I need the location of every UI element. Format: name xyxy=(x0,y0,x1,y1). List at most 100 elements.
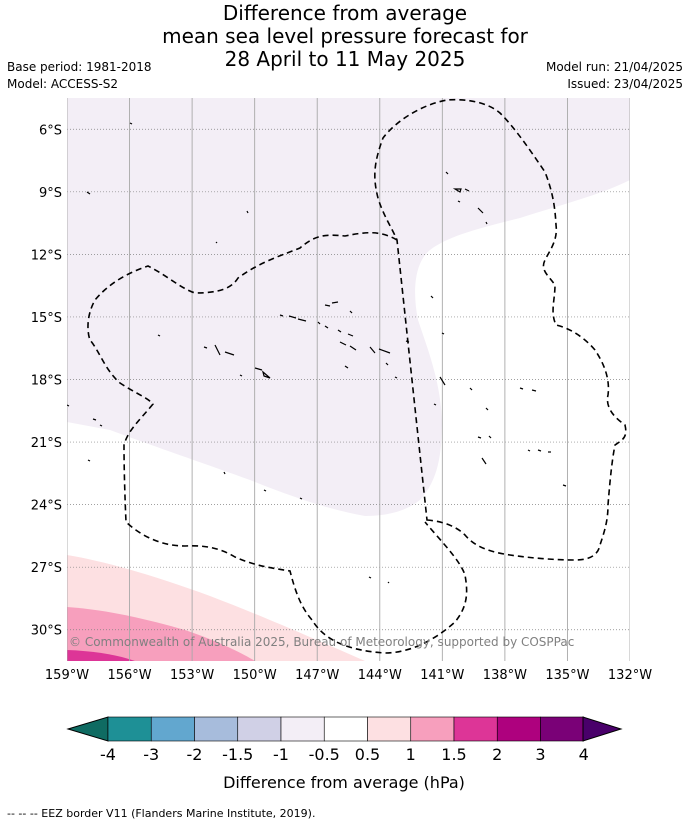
island-shape xyxy=(324,325,329,329)
island-shape xyxy=(531,389,537,392)
colorbar-box xyxy=(280,716,325,742)
title-line-2: mean sea level pressure forecast for xyxy=(162,24,528,48)
island-shape xyxy=(331,301,339,304)
title-line-1: Difference from average xyxy=(222,1,468,25)
island-shape xyxy=(339,341,347,346)
island-shape xyxy=(215,241,218,244)
islands xyxy=(67,122,567,584)
island-shape xyxy=(86,191,91,195)
colorbar-tick-label: 0.5 xyxy=(355,745,380,764)
colorbar-box xyxy=(453,716,498,742)
colorbar-tick-label: 4 xyxy=(579,745,589,764)
latitude-tick-label: 18°S xyxy=(31,374,62,389)
island-shape xyxy=(324,304,331,307)
latitude-tick-label: 24°S xyxy=(31,499,62,514)
island-shape xyxy=(433,403,437,406)
island-shape xyxy=(349,345,357,351)
island-shape xyxy=(469,387,473,391)
colorbar-tick-label: -1.5 xyxy=(222,745,253,764)
longitude-tick-label: 138°W xyxy=(483,668,527,683)
island-shape xyxy=(441,332,445,335)
meta-left: Base period: 1981-2018 Model: ACCESS-S2 xyxy=(7,59,152,93)
latitude-tick-label: 21°S xyxy=(31,436,62,451)
colorbar-title: Difference from average (hPa) xyxy=(223,773,465,792)
map-panel: © Commonwealth of Australia 2025, Bureau… xyxy=(67,98,630,661)
meta-right: Model run: 21/04/2025 Issued: 23/04/2025 xyxy=(546,59,683,93)
longitude-tick-label: 153°W xyxy=(170,668,214,683)
island-shape xyxy=(562,484,567,487)
island-shape xyxy=(99,424,103,427)
longitude-tick-label: 135°W xyxy=(545,668,589,683)
island-shape xyxy=(485,407,489,411)
island-shape xyxy=(317,321,321,325)
latitude-tick-label: 6°S xyxy=(39,123,62,138)
colorbar-tick-label: 2 xyxy=(492,745,502,764)
base-period: Base period: 1981-2018 xyxy=(7,60,152,74)
colorbar: -4 -3 -2 -1.5 -1 -0.5 0.5 1 1.5 2 3 4 Difference fr… xyxy=(66,716,623,792)
island-shape xyxy=(385,362,389,366)
island-shape xyxy=(157,334,161,337)
island-shape xyxy=(297,318,307,322)
island-shape xyxy=(405,340,410,343)
colorbar-box xyxy=(367,716,412,742)
longitude-tick-label: 150°W xyxy=(233,668,277,683)
island-shape xyxy=(477,207,484,214)
colorbar-tick-label: -0.5 xyxy=(309,745,340,764)
colorbar-box xyxy=(237,716,282,742)
island-shape xyxy=(87,459,91,462)
island-shape xyxy=(129,122,133,125)
eez-footnote: -- -- -- EEZ border V11 (Flanders Marine… xyxy=(7,807,316,820)
island-shape xyxy=(457,200,461,203)
eez-borders xyxy=(87,98,627,654)
colorbar-box xyxy=(540,716,585,742)
island-shape xyxy=(254,367,263,371)
colorbar-box xyxy=(194,716,239,742)
island-shape xyxy=(299,497,303,500)
island-shape xyxy=(263,489,267,492)
anomaly-region-pink xyxy=(67,607,255,661)
colorbar-box xyxy=(410,716,455,742)
colorbar-tick-label: 1.5 xyxy=(441,745,466,764)
title-line-3: 28 April to 11 May 2025 xyxy=(224,47,466,71)
colorbar-tick-label: -2 xyxy=(187,745,203,764)
colorbar-box xyxy=(323,716,368,742)
island-shape xyxy=(344,365,349,369)
island-shape xyxy=(67,404,70,407)
anomaly-region-light-lavender xyxy=(67,98,630,516)
island-shape xyxy=(445,171,449,175)
longitude-tick-label: 159°W xyxy=(45,668,89,683)
colorbar-tick-labels: -4 -3 -2 -1.5 -1 -0.5 0.5 1 1.5 2 3 4 xyxy=(100,745,589,764)
island-shape xyxy=(527,449,531,452)
island-shape xyxy=(261,370,271,379)
island-shape xyxy=(239,374,243,377)
longitude-tick-label: 147°W xyxy=(295,668,339,683)
island-shape xyxy=(481,457,487,465)
island-shape xyxy=(439,376,446,386)
latitude-tick-label: 30°S xyxy=(31,624,62,639)
island-shape xyxy=(368,576,372,579)
island-shape xyxy=(485,221,488,225)
graticule xyxy=(67,98,630,661)
longitude-tick-label: 156°W xyxy=(107,668,151,683)
island-shape xyxy=(464,188,470,192)
latitude-tick-label: 12°S xyxy=(31,248,62,263)
island-shape xyxy=(203,346,208,349)
model-name: Model: ACCESS-S2 xyxy=(7,77,119,91)
island-shape xyxy=(92,418,97,421)
latitude-labels: 6°S 9°S 12°S 15°S 18°S 21°S 24°S 27°S 30°S xyxy=(31,123,62,638)
eez-border-french-polynesia xyxy=(87,98,627,654)
island-shape xyxy=(387,581,390,584)
latitude-tick-label: 15°S xyxy=(31,311,62,326)
longitude-tick-label: 132°W xyxy=(608,668,652,683)
colorbar-boxes xyxy=(107,716,585,742)
island-shape xyxy=(223,471,226,475)
island-shape xyxy=(452,188,462,193)
island-shape xyxy=(288,315,297,319)
island-shape xyxy=(519,387,524,390)
colorbar-tick-label: -3 xyxy=(143,745,159,764)
colorbar-left-extension xyxy=(66,716,109,742)
colorbar-box xyxy=(107,716,152,742)
longitude-tick-label: 144°W xyxy=(358,668,402,683)
island-shape xyxy=(488,435,492,439)
